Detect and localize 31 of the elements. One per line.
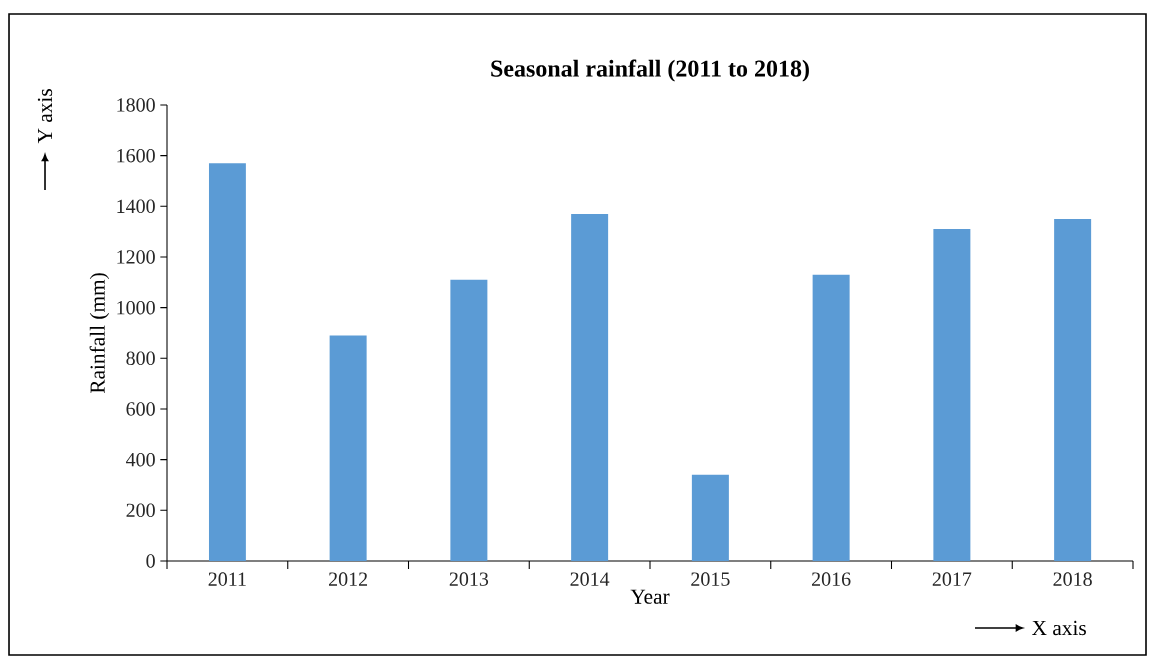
y-tick-label: 1200: [117, 250, 155, 264]
bar: [329, 335, 367, 561]
x-tick-label: 2012: [329, 572, 368, 586]
text: Y axis: [37, 89, 53, 144]
bar: [450, 279, 488, 561]
bar: [1054, 218, 1092, 561]
y-tick-label: 200: [126, 503, 155, 518]
x-tick-label: 2011: [208, 572, 246, 586]
text: X axis: [1032, 620, 1086, 636]
chart-title: Seasonal rainfall (2011 to 2018): [491, 59, 809, 82]
y-tick-label: 600: [126, 402, 155, 416]
y-tick-label: 1000: [117, 300, 155, 315]
y-tick-label: 800: [126, 351, 155, 366]
x-tick-label: 2013: [449, 572, 489, 586]
y-tick-label: 400: [126, 452, 155, 467]
bar: [933, 229, 971, 561]
x-tick-label: 2018: [1053, 572, 1092, 586]
bar: [812, 274, 850, 561]
y-tick-label: 0: [146, 554, 155, 568]
bar: [691, 474, 729, 561]
bar: [208, 163, 246, 561]
y-axis-title: Rainfall (mm): [89, 273, 110, 394]
x-tick-label: 2015: [691, 572, 730, 586]
x-tick-label: 2014: [570, 572, 610, 586]
x-tick-label: 2016: [812, 572, 851, 586]
bar: [571, 213, 609, 561]
y-tick-label: 1600: [117, 148, 155, 163]
x-tick-label: 2017: [932, 572, 972, 586]
y-tick-label: 1400: [117, 199, 155, 214]
y-tick-label: 1800: [117, 98, 155, 112]
x-axis-title: Year: [630, 589, 670, 604]
